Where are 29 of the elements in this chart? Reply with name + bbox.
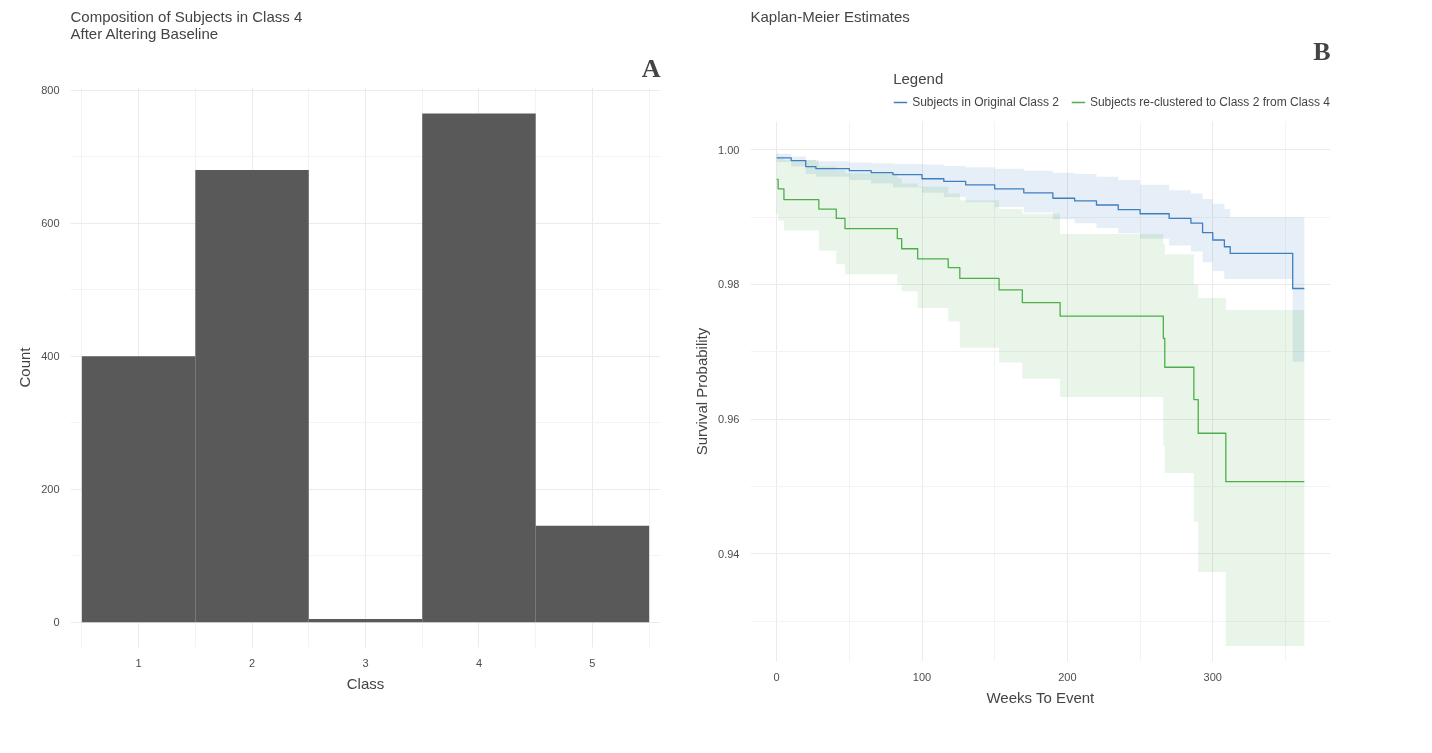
- chart-title: Kaplan-Meier Estimates: [750, 7, 910, 25]
- x-axis-title: Weeks To Event: [986, 688, 1096, 706]
- y-tick-label: 600: [41, 217, 60, 230]
- x-tick-label: 100: [912, 670, 932, 683]
- x-tick-label: 300: [1203, 670, 1222, 683]
- y-tick-label: 0.94: [718, 547, 740, 560]
- legend-label: Subjects in Original Class 2: [912, 95, 1059, 109]
- x-axis-title: Class: [346, 674, 385, 692]
- text: B: [1313, 36, 1331, 66]
- y-axis-title: Survival Probability: [693, 327, 711, 456]
- x-tick-label: 4: [475, 656, 483, 669]
- y-tick-label: 400: [41, 350, 60, 363]
- chart-title: Composition of Subjects in Class 4 After Altering Baseline: [70, 7, 303, 42]
- x-tick-label: 200: [1058, 670, 1077, 683]
- x-tick-label: 5: [589, 656, 596, 669]
- y-axis-title: Count: [16, 346, 34, 388]
- x-tick-label: 3: [362, 656, 369, 669]
- y-tick-label: 0.96: [718, 413, 740, 426]
- x-tick-label: 0: [773, 670, 780, 683]
- y-tick-label: 0: [53, 616, 60, 629]
- text: A: [641, 53, 661, 83]
- x-tick-label: 2: [248, 656, 256, 669]
- legend-title: Legend: [893, 70, 945, 87]
- y-tick-label: 200: [41, 483, 60, 496]
- legend-label: Subjects re-clustered to Class 2 from Class 4: [1089, 95, 1330, 109]
- y-tick-label: 800: [41, 84, 60, 97]
- x-tick-label: 1: [135, 656, 142, 669]
- y-tick-label: 1.00: [718, 143, 740, 156]
- y-tick-label: 0.98: [718, 278, 740, 291]
